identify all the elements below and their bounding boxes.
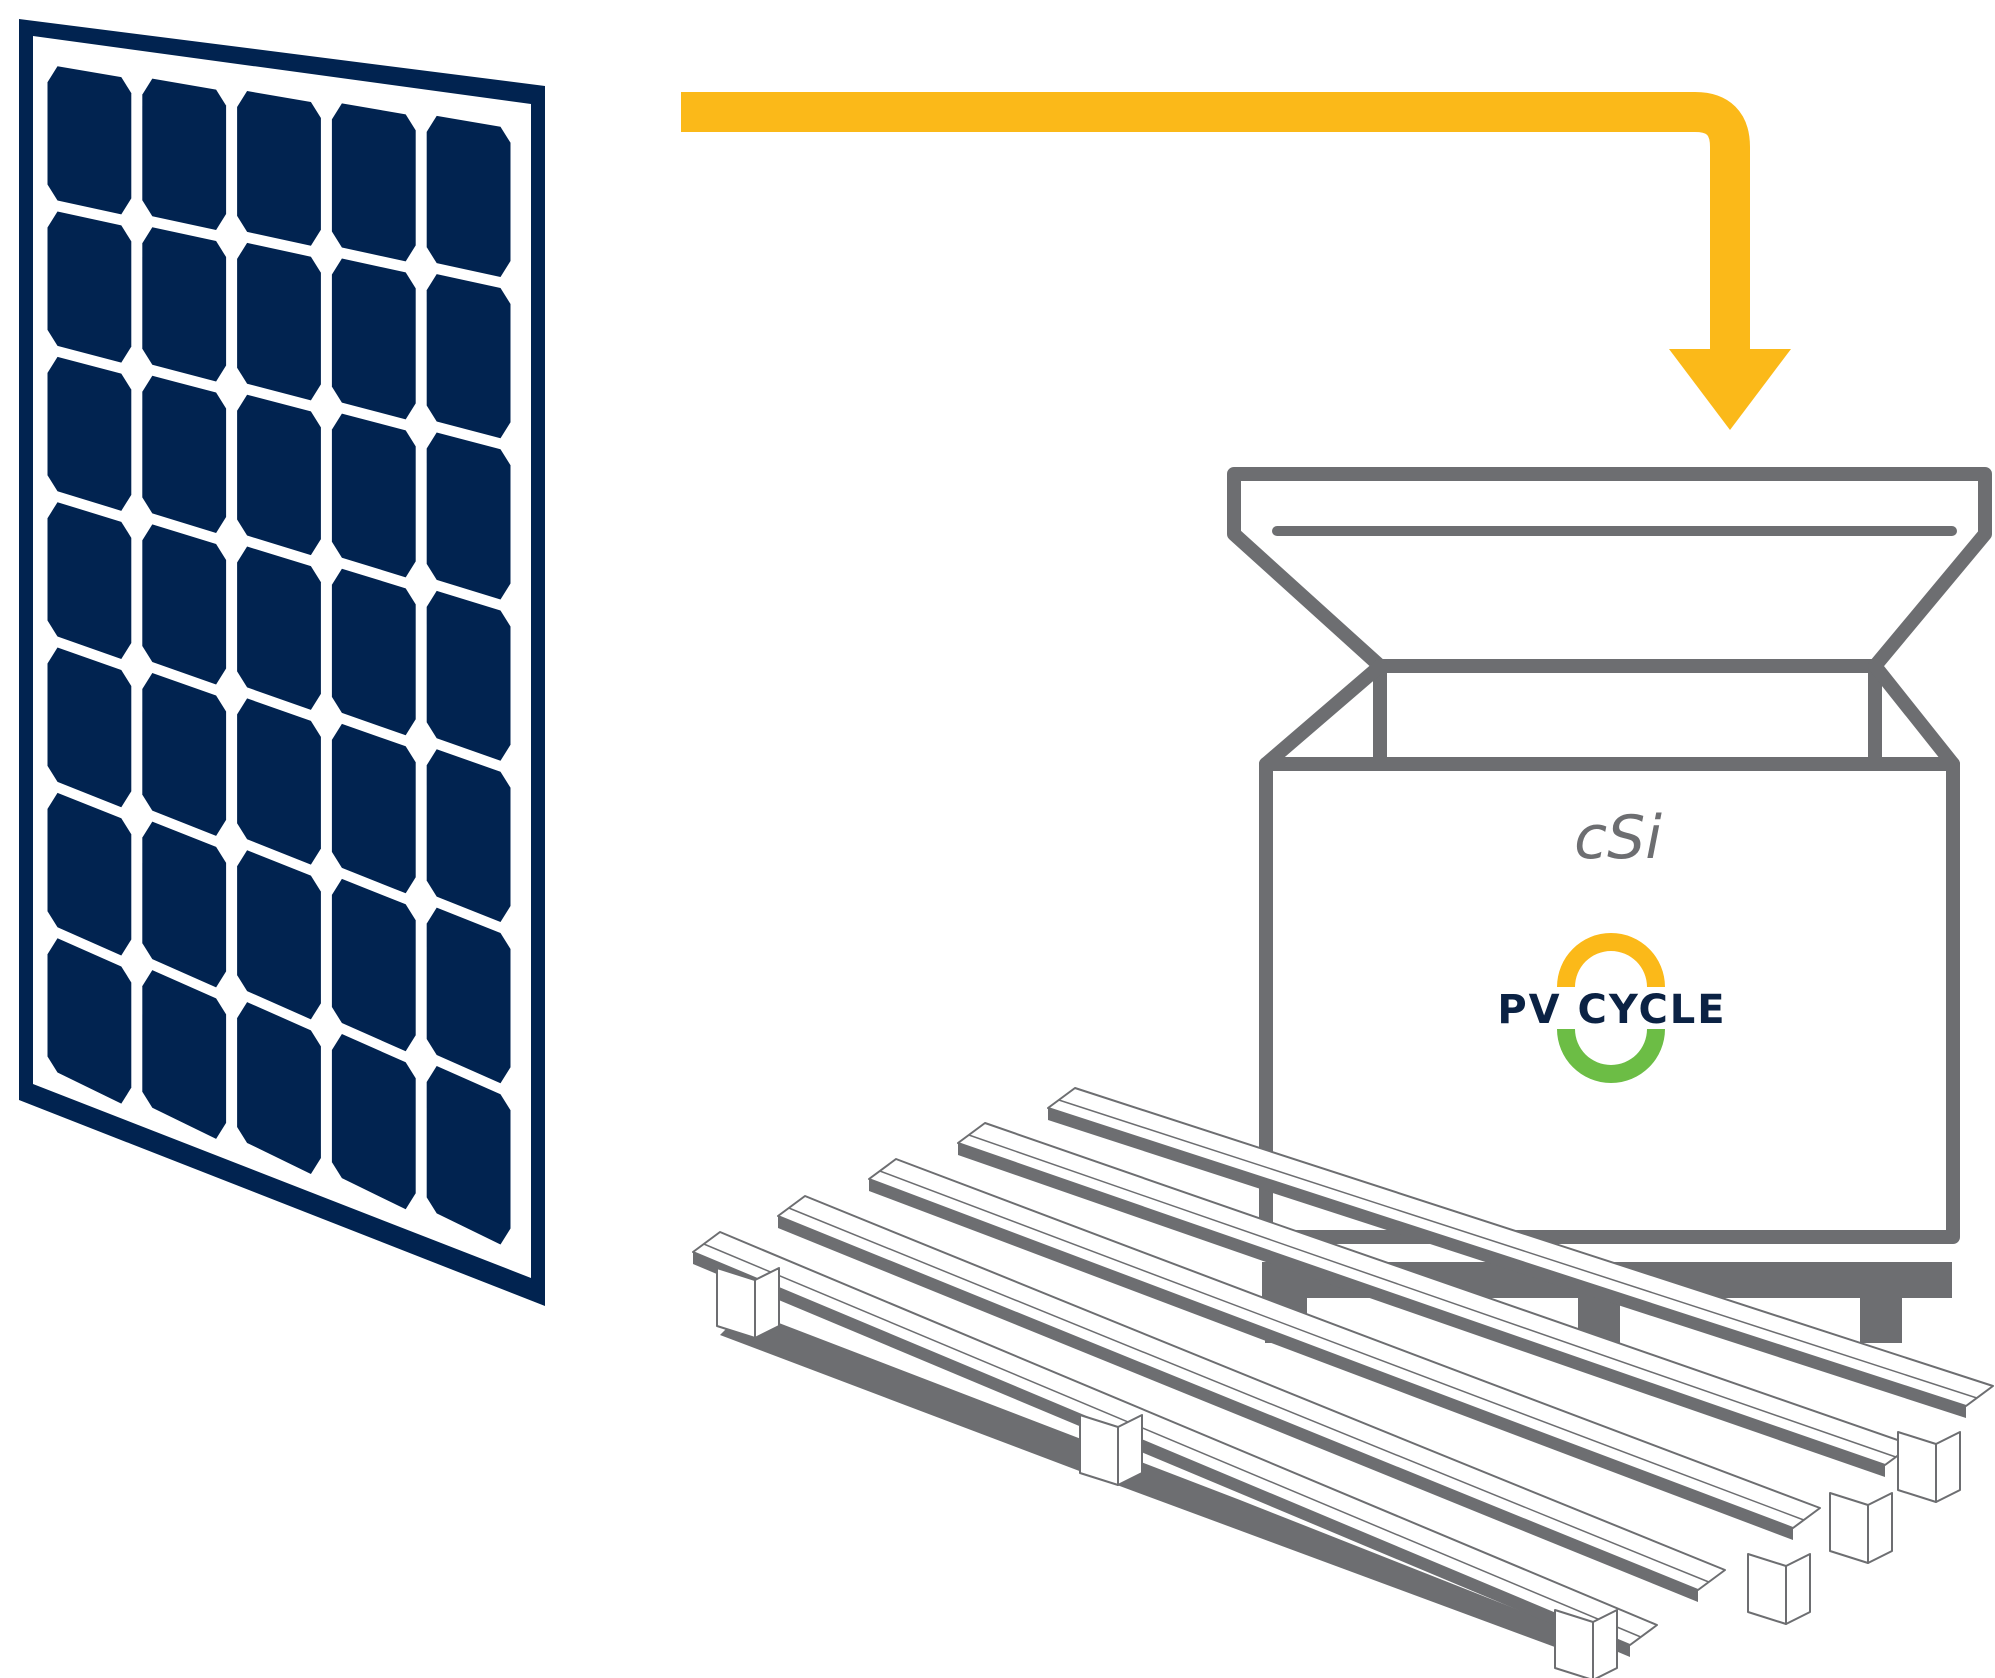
pallet-block <box>1554 1609 1594 1678</box>
flow-arrow-icon <box>681 92 1791 430</box>
pallet-board-line <box>1058 1099 1978 1399</box>
pallet-board-line <box>788 1207 1710 1583</box>
solar-cell <box>331 723 416 894</box>
pallet-block <box>1829 1492 1869 1564</box>
solar-cell <box>142 970 227 1139</box>
arrow-shaft <box>681 92 1750 352</box>
solar-cell <box>331 258 416 420</box>
pallet-board-edge <box>778 1216 1698 1602</box>
pallet-blocks <box>716 1267 1961 1678</box>
pallet-block-side <box>1867 1492 1893 1564</box>
pallet-board-edge <box>869 1179 1793 1540</box>
solar-cell <box>47 211 132 363</box>
solar-cell <box>331 568 416 736</box>
solar-cell <box>237 394 321 556</box>
solar-cell <box>331 413 416 578</box>
solar-cell <box>47 647 132 808</box>
pallet-deck <box>692 1087 1994 1657</box>
pallet-block-side <box>1785 1553 1811 1625</box>
solar-cell <box>47 792 132 956</box>
logo-arc-bottom <box>1557 1029 1665 1083</box>
logo-arc-top <box>1557 933 1665 987</box>
pallet-block-side <box>1117 1414 1143 1486</box>
pallet-board <box>692 1231 1658 1646</box>
pallet-board-edge <box>958 1143 1885 1477</box>
panel-cells <box>47 66 511 1245</box>
pallet-block <box>1897 1431 1937 1503</box>
solar-cell <box>237 242 321 401</box>
solar-cell <box>142 375 227 533</box>
solar-cell <box>426 590 511 761</box>
solar-cell <box>142 227 227 382</box>
solar-cell <box>47 938 132 1104</box>
hopper-top <box>1227 467 1992 673</box>
pallet-stringer-shadow <box>720 1310 1610 1660</box>
solar-cell <box>237 698 321 865</box>
solar-cell <box>237 850 321 1020</box>
solar-panel-icon <box>19 19 545 1306</box>
logo-text: PV CYCLE <box>1497 987 1726 1033</box>
solar-cell <box>331 103 416 262</box>
arrow-head <box>1669 349 1791 430</box>
solar-cell <box>426 749 511 922</box>
container-flap-left <box>1259 659 1387 771</box>
container-box <box>1259 757 1960 1244</box>
pallet-icon <box>692 1087 1994 1678</box>
solar-cell <box>426 432 511 600</box>
solar-cell <box>142 672 227 836</box>
container-flap-right <box>1868 659 1960 771</box>
solar-cell <box>47 356 132 511</box>
pallet-block <box>1747 1553 1787 1625</box>
solar-cell <box>142 524 227 685</box>
solar-cell <box>426 1065 511 1245</box>
solar-cell <box>142 821 227 988</box>
solar-cell <box>331 1034 416 1210</box>
container-collar <box>1373 659 1882 771</box>
container-label: cSi <box>1574 803 1662 873</box>
pallet-block <box>1079 1414 1119 1486</box>
pallet-board <box>777 1195 1726 1591</box>
pallet-board-edge <box>693 1252 1630 1657</box>
pallet-block-side <box>754 1267 780 1339</box>
pv-cycle-logo-icon: PV CYCLE <box>1497 933 1726 1083</box>
pallet-board-line <box>968 1134 1897 1458</box>
solar-cell <box>426 274 511 439</box>
solar-cell <box>237 546 321 710</box>
solar-cell <box>47 502 132 660</box>
pallet-board-edge <box>1048 1108 1966 1418</box>
pallet-block-side <box>1592 1609 1618 1678</box>
pallet-board-line <box>879 1170 1805 1521</box>
collection-container-icon <box>1227 467 1992 1244</box>
pallet-block-side <box>1935 1431 1961 1503</box>
solar-cell <box>237 1002 321 1175</box>
solar-cell <box>426 115 511 278</box>
solar-cell <box>142 78 227 231</box>
solar-cell <box>331 878 416 1052</box>
solar-cell <box>47 66 132 215</box>
pallet-board-line <box>703 1243 1642 1638</box>
solar-cell <box>426 907 511 1084</box>
solar-cell <box>237 91 321 246</box>
pallet-block <box>716 1267 756 1339</box>
